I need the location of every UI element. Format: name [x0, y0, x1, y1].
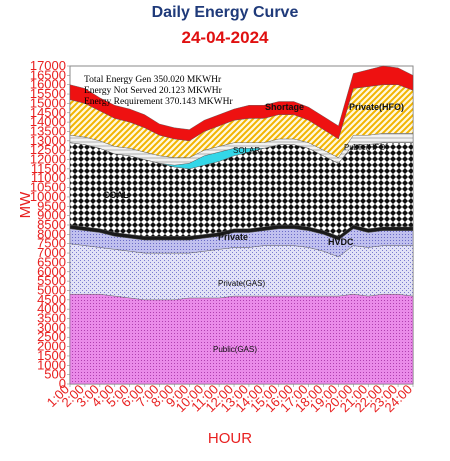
- area-public-gas: [69, 294, 414, 385]
- y-tick-label: 7000: [37, 245, 66, 260]
- y-tick-label: 16000: [30, 77, 66, 92]
- y-tick-label: 0: [59, 376, 66, 391]
- series-areas: [69, 65, 414, 385]
- y-tick-label: 13000: [30, 133, 66, 148]
- annotation-requirement: Energy Requirement 370.143 MKWHr: [84, 97, 233, 107]
- label-public-hfo: Public(HFO): [344, 143, 388, 152]
- y-tick-label: 3500: [37, 311, 66, 326]
- y-tick-label: 6500: [37, 254, 66, 269]
- y-tick-label: 6000: [37, 264, 66, 279]
- y-axis-label: MW: [17, 191, 34, 218]
- y-tick-label: 12500: [30, 142, 66, 157]
- label-private-gas: Private(GAS): [218, 279, 265, 288]
- label-public-gas: Public(GAS): [213, 345, 257, 354]
- annotation-total-gen: Total Energy Gen 350.020 MKWHr: [84, 75, 222, 85]
- y-tick-label: 8500: [37, 217, 66, 232]
- y-axis-ticks: 0500100015002000250030003500400045005000…: [30, 58, 70, 391]
- annotation-box: Total Energy Gen 350.020 MKWHr Energy No…: [84, 75, 233, 107]
- y-tick-label: 11000: [31, 170, 66, 185]
- y-tick-label: 4500: [37, 292, 66, 307]
- y-tick-label: 1500: [37, 348, 66, 363]
- y-tick-label: 10500: [30, 180, 66, 195]
- y-tick-label: 8000: [37, 226, 66, 241]
- y-tick-label: 11500: [31, 161, 66, 176]
- y-tick-label: 14000: [30, 114, 66, 129]
- annotation-not-served: Energy Not Served 20.123 MKWHr: [84, 86, 223, 96]
- x-axis-label: HOUR: [208, 430, 252, 447]
- y-tick-label: 10000: [30, 189, 66, 204]
- area-private-gas: [69, 243, 414, 301]
- y-tick-label: 16500: [30, 67, 66, 82]
- label-coal: COAL: [103, 190, 129, 200]
- y-tick-label: 15500: [30, 86, 66, 101]
- series-labels: Shortage Private(HFO) Public(HFO) SOLAR …: [103, 102, 404, 354]
- y-tick-label: 5000: [37, 282, 66, 297]
- chart-title: Daily Energy Curve: [151, 4, 299, 21]
- y-tick-label: 2500: [37, 329, 66, 344]
- y-tick-label: 17000: [30, 58, 66, 73]
- y-tick-label: 9000: [37, 208, 66, 223]
- y-tick-label: 13500: [30, 123, 66, 138]
- y-tick-label: 2000: [37, 339, 66, 354]
- x-axis-ticks: 1:002:003:004:005:006:007:008:009:0010:0…: [44, 382, 416, 416]
- y-tick-label: 15000: [30, 95, 66, 110]
- label-private-hfo: Private(HFO): [349, 102, 404, 112]
- y-tick-label: 1000: [37, 357, 66, 372]
- y-tick-label: 4000: [37, 301, 66, 316]
- y-tick-label: 5500: [37, 273, 66, 288]
- chart-subtitle: 24-04-2024: [181, 28, 269, 47]
- y-tick-label: 9500: [37, 198, 66, 213]
- label-shortage: Shortage: [265, 102, 304, 112]
- y-tick-label: 12000: [30, 152, 66, 167]
- area-shortage: [69, 65, 414, 142]
- label-solar: SOLAR: [233, 146, 260, 155]
- y-tick-label: 3000: [37, 320, 66, 335]
- y-tick-label: 7500: [37, 236, 66, 251]
- y-tick-label: 14500: [30, 105, 66, 120]
- label-private: Private: [218, 232, 248, 242]
- y-tick-label: 500: [44, 367, 66, 382]
- label-hvdc: HVDC: [328, 237, 354, 247]
